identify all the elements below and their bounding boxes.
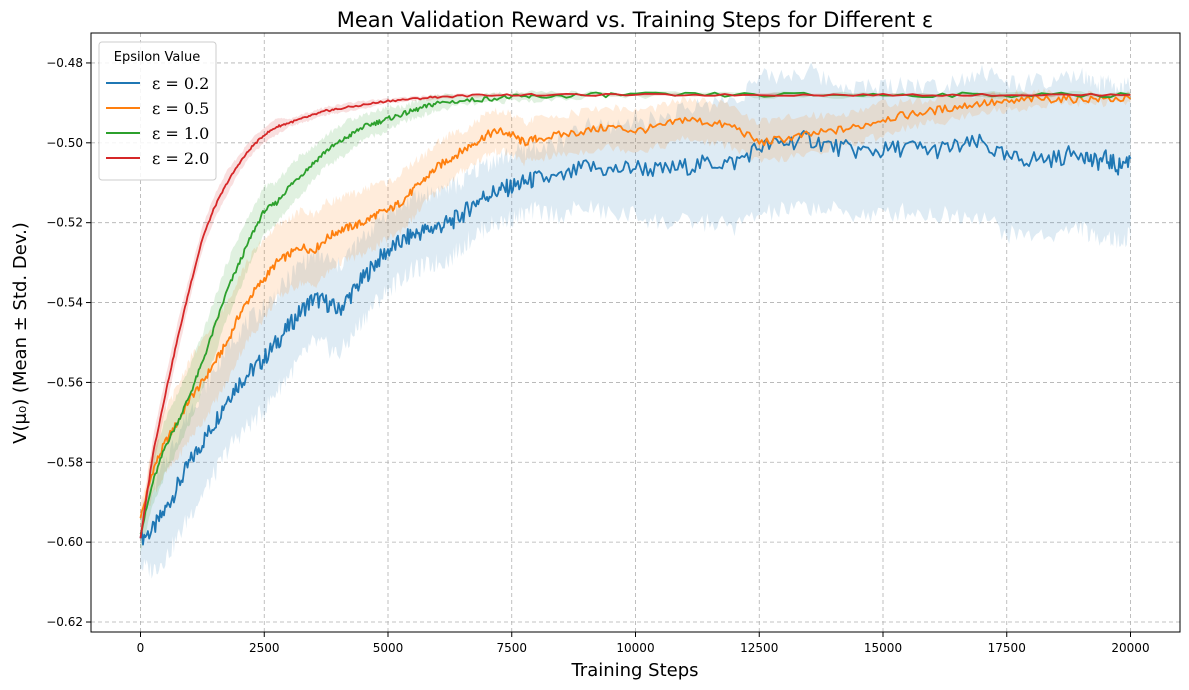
x-tick-label: 5000 xyxy=(373,641,404,655)
y-axis-title: V(μ₀) (Mean ± Std. Dev.) xyxy=(10,222,31,444)
x-tick-label: 15000 xyxy=(864,641,902,655)
x-axis-title: Training Steps xyxy=(570,660,698,681)
series-line-4 xyxy=(139,92,1131,539)
y-tick-label: −0.60 xyxy=(46,535,83,549)
legend-label: ε = 2.0 xyxy=(152,149,209,168)
axis-ticks: 0 2500 5000 7500 10000 12500 15000 17500 20000 −0… xyxy=(46,56,1149,655)
y-tick-label: −0.62 xyxy=(46,615,83,629)
y-tick-label: −0.54 xyxy=(46,296,83,310)
y-tick-label: −0.52 xyxy=(46,216,83,230)
legend-entries: ε = 0.2 ε = 0.5 ε = 1.0 ε = 2.0 xyxy=(106,74,209,168)
legend-label: ε = 0.5 xyxy=(152,99,209,118)
legend-box xyxy=(98,41,217,181)
chart-title: Mean Validation Reward vs. Training Step… xyxy=(337,8,933,32)
y-tick-label: −0.58 xyxy=(46,455,83,469)
std-band-series-1 xyxy=(140,62,1131,579)
std-bands xyxy=(140,62,1131,579)
x-tick-label: 0 xyxy=(137,641,145,655)
legend-label: ε = 0.2 xyxy=(152,74,209,93)
series-line-2 xyxy=(139,93,1132,519)
x-tick-label: 2500 xyxy=(249,641,280,655)
x-tick-label: 17500 xyxy=(988,641,1026,655)
y-tick-label: −0.50 xyxy=(46,136,83,150)
series-lines xyxy=(139,91,1132,546)
series-line-3 xyxy=(139,91,1131,535)
legend-label: ε = 1.0 xyxy=(152,124,209,143)
x-tick-label: 10000 xyxy=(616,641,654,655)
x-tick-label: 7500 xyxy=(496,641,527,655)
x-tick-label: 20000 xyxy=(1111,641,1149,655)
series-line-1 xyxy=(139,130,1132,546)
legend-title: Epsilon Value xyxy=(114,50,201,65)
legend: Epsilon Value ε = 0.2 ε = 0.5 ε = 1.0 ε = 2… xyxy=(98,41,217,181)
std-band-series-2 xyxy=(140,88,1131,533)
x-tick-label: 12500 xyxy=(740,641,778,655)
y-tick-label: −0.56 xyxy=(46,375,83,389)
y-tick-label: −0.48 xyxy=(46,56,83,70)
